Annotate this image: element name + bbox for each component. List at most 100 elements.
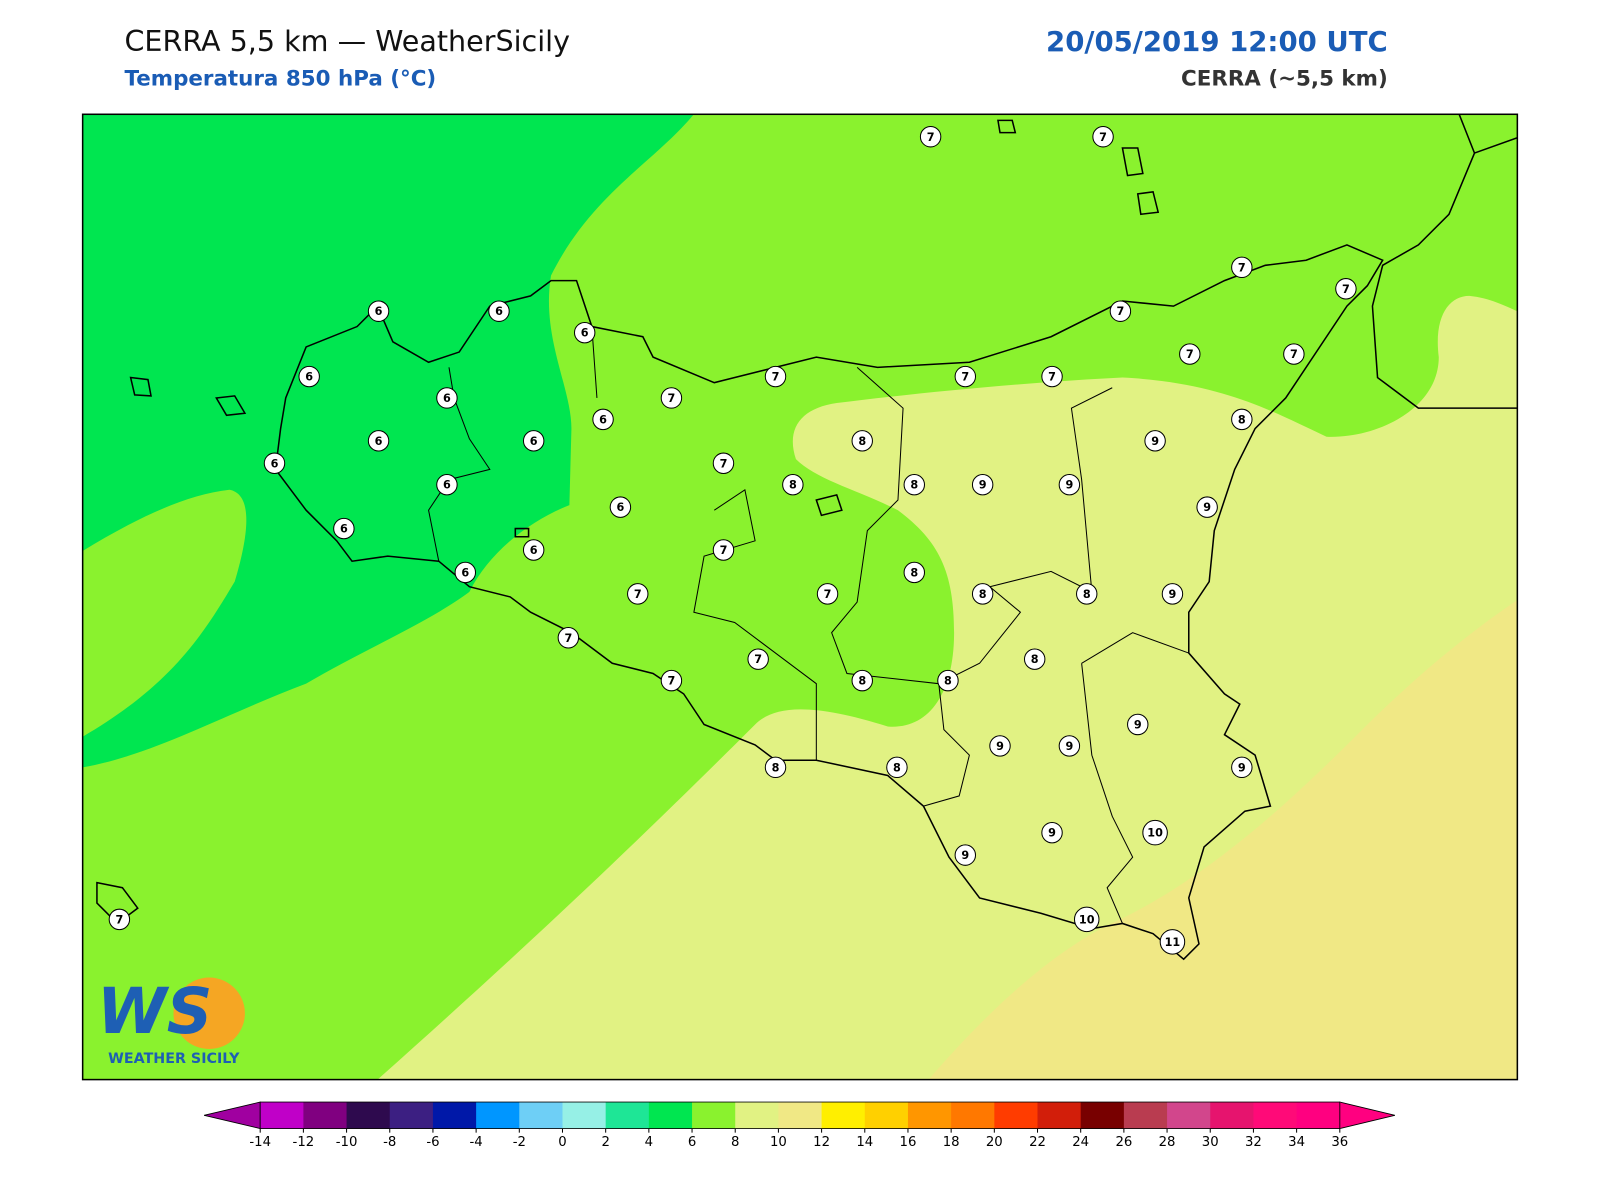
station-marker [851,669,873,692]
station-marker [367,430,390,452]
station-marker [954,365,977,388]
station-marker [886,756,908,779]
colorbar-bin [476,1102,520,1129]
calabria-coast [1371,114,1518,409]
station-marker [1127,713,1149,736]
colorbar-bin [389,1102,434,1129]
station-value: 6 [599,413,607,426]
model-label: CERRA (~5,5 km) [1181,67,1388,92]
station-value: 8 [858,675,866,688]
station-marker [971,473,994,496]
colorbar-tick-label: -6 [426,1135,439,1150]
colorbar-bin [605,1102,650,1129]
colorbar-tick-label: 0 [558,1135,566,1150]
colorbar-bin [1037,1102,1082,1129]
station-marker [627,583,649,605]
colorbar-bin [1080,1102,1125,1129]
station-value: 9 [1238,761,1246,774]
colorbar-tick-label: 2 [601,1135,609,1150]
station-marker [592,408,614,431]
colorbar-bin [907,1102,952,1129]
station-value: 7 [720,457,728,470]
colorbar-bin [735,1102,779,1129]
station-value: 10 [1147,827,1163,840]
station-marker [557,627,580,649]
colorbar-tick-label: -2 [513,1135,526,1150]
title: CERRA 5,5 km — WeatherSicily [124,24,570,58]
station-marker [1231,756,1253,779]
zone-6-8-inner [82,489,247,737]
station-value: 7 [668,392,676,405]
station-value: 6 [375,305,383,318]
station-marker [1092,126,1114,148]
station-marker [573,321,596,344]
station-marker [1335,278,1357,300]
station-value: 6 [581,327,589,340]
station-value: 8 [944,675,952,688]
station-value: 8 [979,588,987,601]
colorbar-bin [951,1102,995,1129]
station-marker [1231,256,1253,279]
colorbar-bin [1296,1102,1341,1129]
station-labels: 7 7 7 7 6 6 6 7 6 7 7 7 7 7 6 7 6 8 6 6 8 9 6 7 6 8 8 9 9 6 9 6 6 7 6 8 7 7 8 8… [108,126,1357,955]
station-marker [712,539,735,561]
colorbar-bin [692,1102,736,1129]
colorbar-tick-label: 26 [1115,1135,1132,1150]
colorbar-bin [1167,1102,1211,1129]
station-marker [454,561,477,584]
station-marker [436,387,458,409]
station-marker [971,583,994,605]
station-marker [989,735,1011,757]
station-value: 6 [443,392,451,405]
station-marker [1073,906,1100,933]
station-marker [903,561,925,584]
colorbar-tick-label: 22 [1029,1135,1046,1150]
colorbar-tick-label: 12 [813,1135,830,1150]
colorbar-bin [778,1102,823,1129]
station-value: 7 [720,544,728,557]
station-marker [298,365,320,388]
station-value: 9 [1134,719,1142,732]
station-marker [1283,343,1305,365]
station-marker [903,473,925,496]
station-value: 9 [1203,501,1211,514]
station-value: 7 [1238,261,1246,274]
station-value: 9 [1065,740,1073,753]
coastlines [96,114,1518,961]
station-value: 6 [461,566,469,579]
colorbar-tick-label: 10 [770,1135,787,1150]
station-marker [609,496,632,518]
station-marker [263,452,286,474]
station-marker [1041,821,1063,844]
station-value: 7 [824,588,832,601]
station-marker [488,300,510,322]
station-marker [1159,929,1186,955]
station-value: 6 [530,544,538,557]
station-value: 6 [530,435,538,448]
colorbar-bin [303,1102,348,1129]
station-value: 7 [1048,371,1056,384]
subtitle: Temperatura 850 hPa (°C) [124,67,436,92]
station-marker [436,473,458,496]
station-marker [1144,430,1166,452]
station-marker [764,365,787,388]
colorbar-bin [519,1102,563,1129]
logo-sun [173,977,245,1049]
colorbar-bin [1123,1102,1168,1129]
station-marker [108,908,131,931]
station-marker [1058,735,1081,757]
colorbar-tick-label: 30 [1202,1135,1219,1150]
colorbar-bin [994,1102,1039,1129]
station-value: 7 [1342,283,1350,296]
logo-name: WEATHER SICILY [108,1051,240,1067]
province-borders [428,326,1189,924]
colorbar-tick-label: 18 [943,1135,960,1150]
station-value: 6 [443,479,451,492]
station-value: 7 [927,131,935,144]
station-marker [1142,819,1168,846]
station-marker [1023,648,1046,670]
colorbar-tick-label: -10 [336,1135,358,1150]
colorbar-tick-label: 4 [645,1135,653,1150]
station-value: 6 [271,457,279,470]
